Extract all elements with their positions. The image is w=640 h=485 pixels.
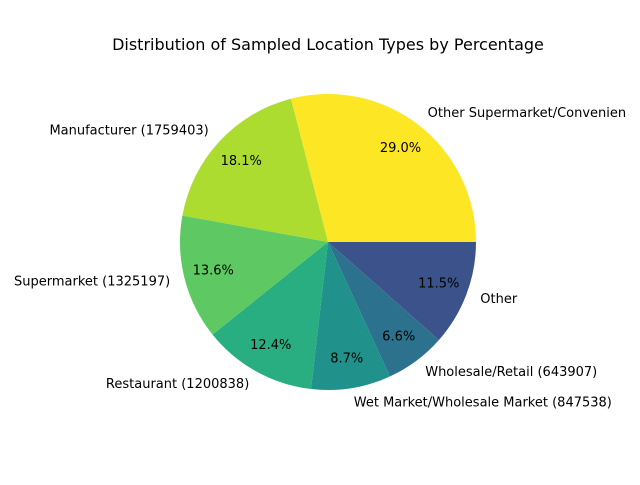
pie-slices (179, 94, 476, 391)
slice-percent-label: 6.6% (382, 329, 415, 344)
pie-slice (328, 242, 439, 377)
slice-percent-label: 11.5% (418, 276, 459, 291)
pie-slice (328, 242, 476, 340)
slice-category-label: Other Supermarket/Convenien (428, 106, 626, 121)
chart-title: Distribution of Sampled Location Types b… (112, 35, 544, 54)
slice-category-label: Wholesale/Retail (643907) (425, 365, 597, 380)
slice-percent-label: 13.6% (193, 264, 234, 279)
slice-category-label: Manufacturer (1759403) (49, 124, 208, 139)
pie-labels: 29.0% Other Supermarket/Convenien 18.1% Man… (14, 106, 626, 410)
pie-slice (311, 242, 391, 391)
pie-slice (212, 242, 328, 390)
slice-percent-label: 29.0% (380, 141, 421, 156)
slice-category-label: Supermarket (1325197) (14, 275, 170, 290)
pie-slice (182, 98, 328, 242)
pie-slice (290, 94, 476, 243)
pie-slice (179, 215, 328, 335)
slice-category-label: Wet Market/Wholesale Market (847538) (354, 395, 612, 410)
slice-percent-label: 18.1% (221, 154, 262, 169)
slice-percent-label: 12.4% (250, 338, 291, 353)
slice-category-label: Other (480, 292, 518, 307)
slice-category-label: Restaurant (1200838) (106, 377, 249, 392)
slice-percent-label: 8.7% (330, 351, 363, 366)
